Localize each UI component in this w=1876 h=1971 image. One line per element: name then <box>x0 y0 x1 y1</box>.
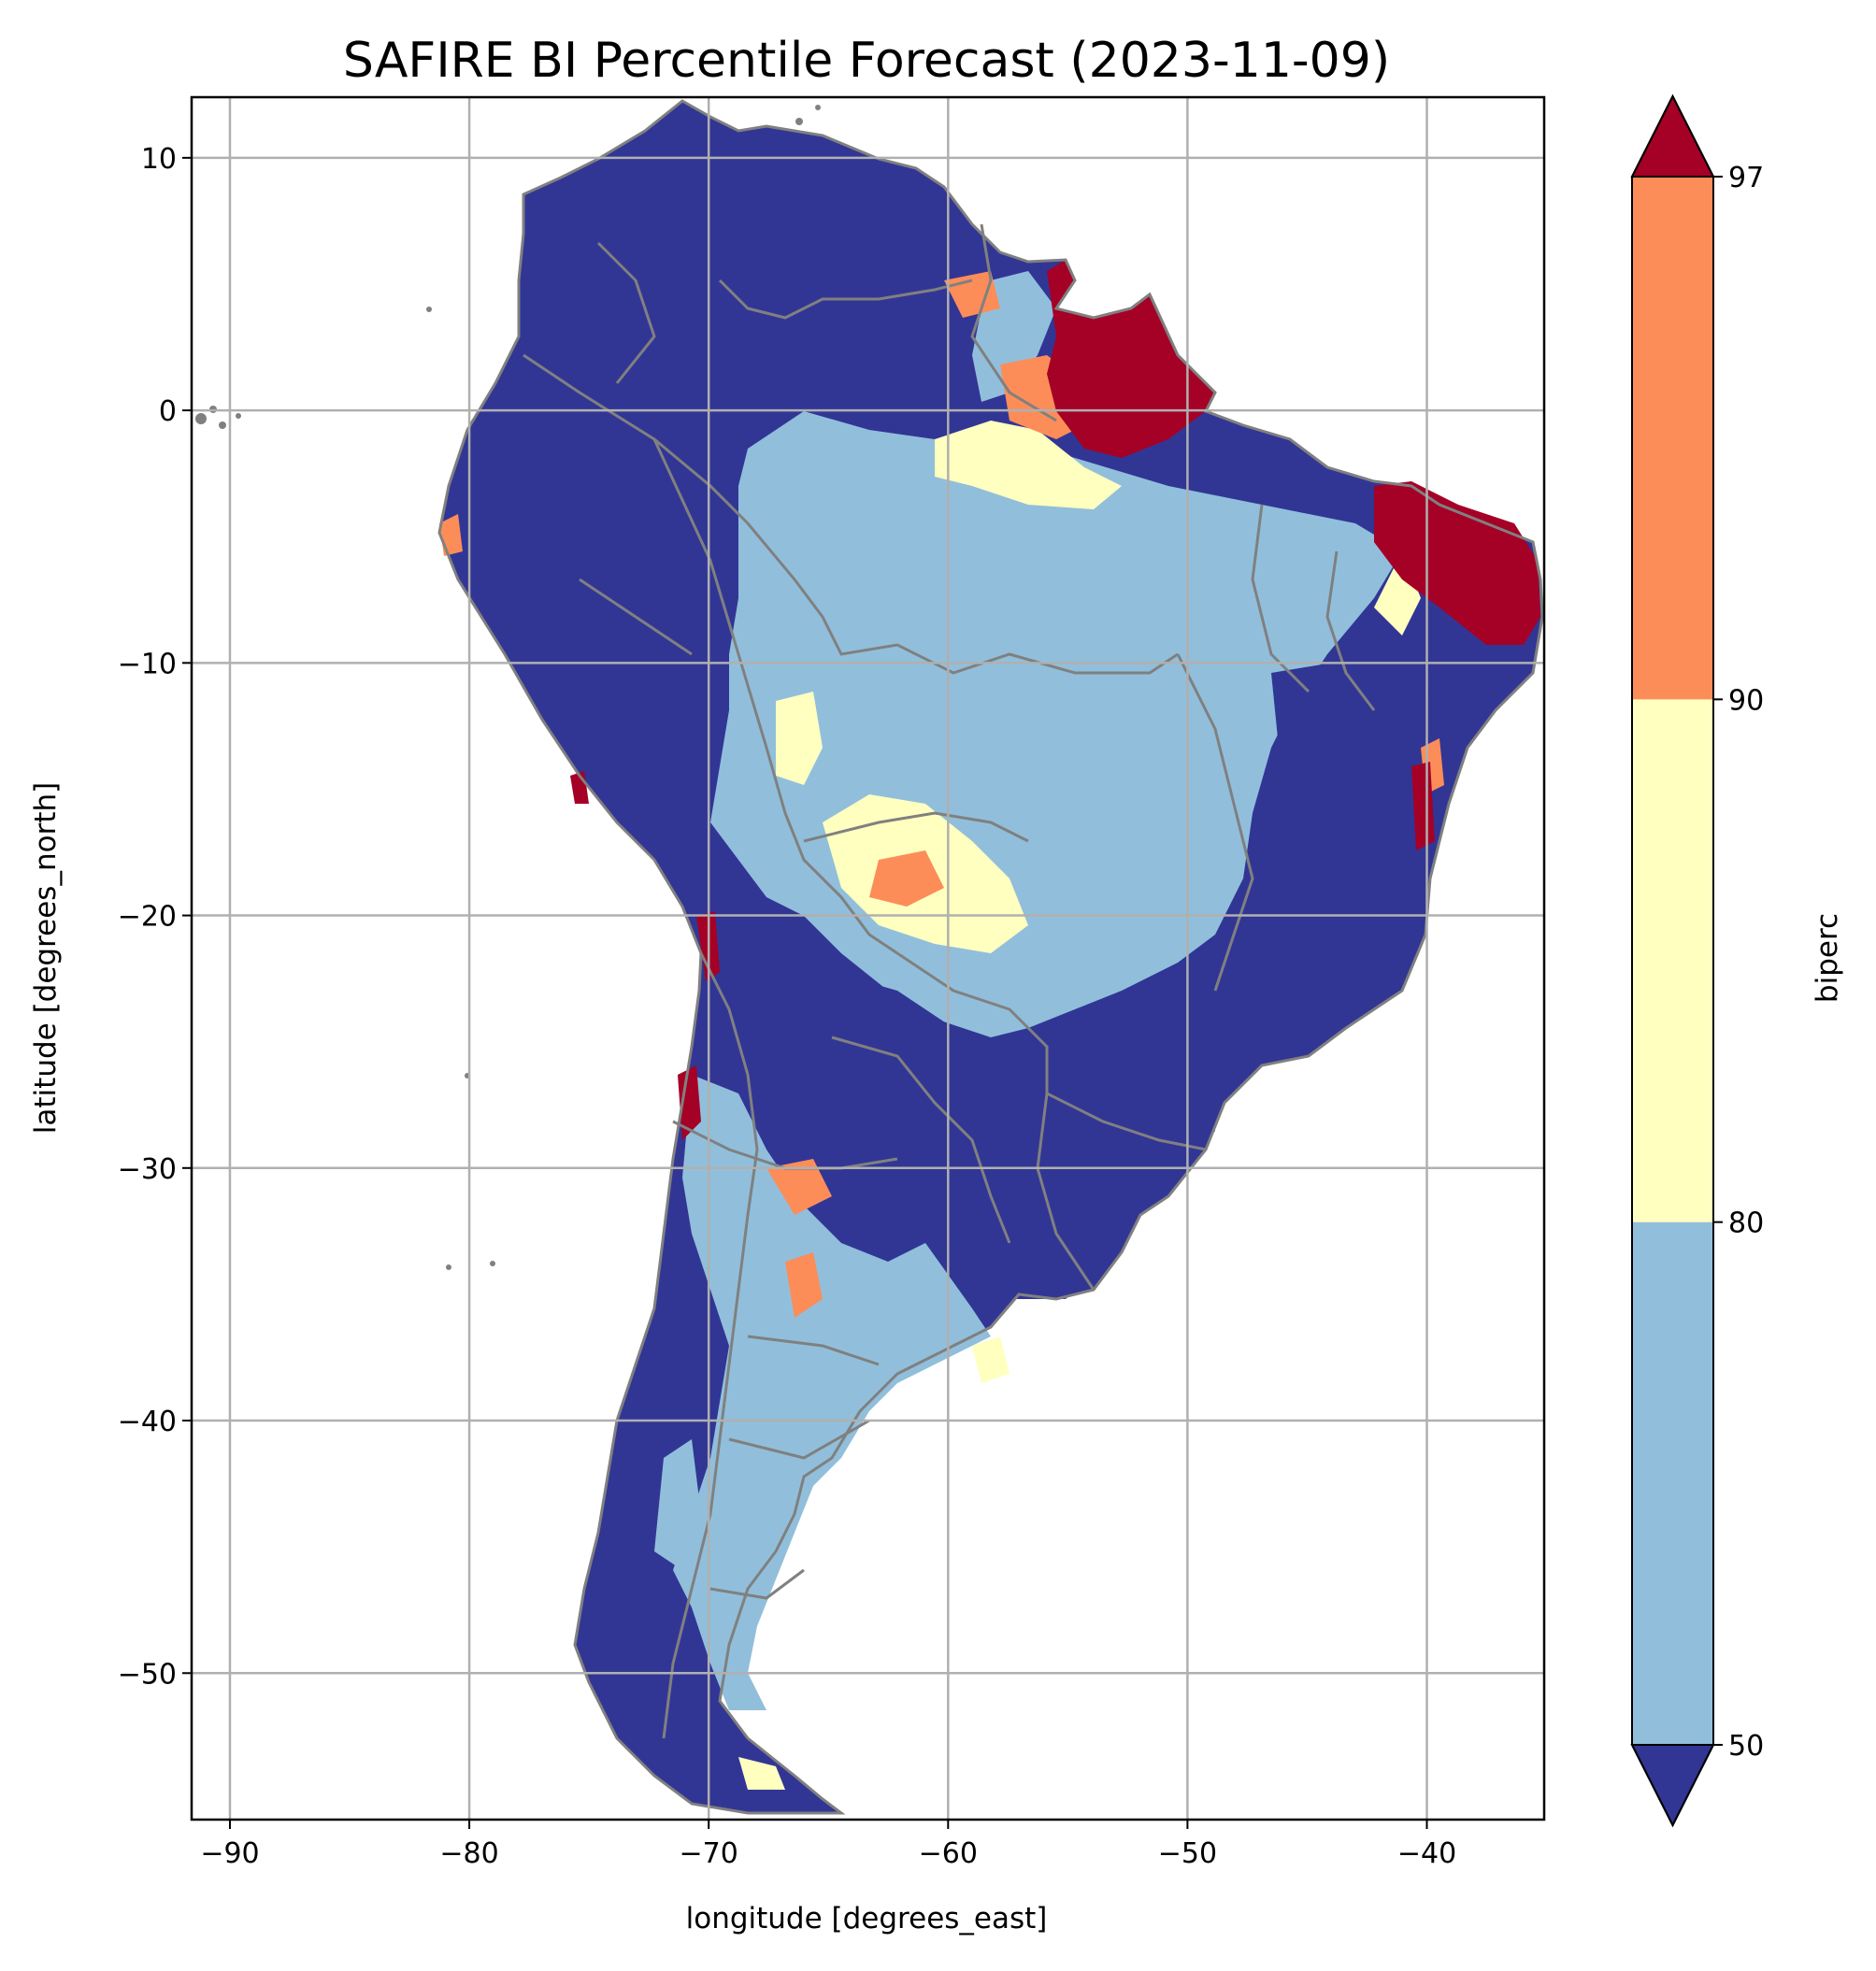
map-shape <box>195 413 207 424</box>
y-axis: 10 0 −10 −20 −30 −40 −50 <box>118 143 192 1691</box>
y-tick-label: −50 <box>118 1658 177 1691</box>
x-tick-label: −80 <box>439 1837 498 1870</box>
colorbar-segment <box>1632 1221 1713 1745</box>
colorbar-tick-label: 90 <box>1728 684 1764 717</box>
border-line <box>709 1568 805 1600</box>
border-lines <box>437 99 1544 1815</box>
region-90-97 <box>785 1252 823 1318</box>
map-shape <box>490 1261 495 1266</box>
y-tick-label: −30 <box>118 1153 177 1186</box>
region-50-80 <box>654 1439 701 1570</box>
x-tick-label: −70 <box>680 1837 738 1870</box>
region-below-50 <box>804 972 1215 1299</box>
region-80-90 <box>776 692 823 785</box>
map-layers <box>195 99 1544 1815</box>
region-90-97 <box>869 850 944 907</box>
region-50-80 <box>673 1075 991 1710</box>
x-axis-label: longitude [degrees_east] <box>686 1902 1048 1935</box>
region-80-90 <box>972 1336 1010 1383</box>
border-line <box>747 1335 880 1366</box>
region-90-97 <box>766 1159 832 1215</box>
region-80-90 <box>935 421 1122 509</box>
border-line <box>728 1419 870 1460</box>
border-line <box>662 952 759 1739</box>
map-shape <box>426 307 432 312</box>
region-above-97 <box>1047 260 1215 458</box>
border-line <box>1036 1093 1096 1291</box>
map-shape <box>815 105 821 110</box>
plot-area <box>190 95 1546 1821</box>
border-line <box>652 438 898 955</box>
border-line <box>523 353 1179 675</box>
x-tick-label: −60 <box>919 1837 978 1870</box>
x-tick-label: −90 <box>200 1837 259 1870</box>
border-line <box>1046 1092 1207 1151</box>
y-tick-label: −20 <box>118 901 177 934</box>
colorbar: 50 80 90 97 <box>1630 93 1764 1828</box>
y-tick-label: 0 <box>159 395 177 428</box>
border-line <box>579 578 693 656</box>
colorbar-segment <box>1632 699 1713 1222</box>
x-tick-label: −50 <box>1158 1837 1217 1870</box>
y-tick-label: −40 <box>118 1406 177 1438</box>
border-line <box>1325 550 1376 711</box>
border-line <box>896 951 1049 1093</box>
region-above-97 <box>1411 762 1435 850</box>
y-tick-label: 10 <box>141 143 177 176</box>
border-line <box>1251 504 1310 693</box>
chart-title: SAFIRE BI Percentile Forecast (2023-11-0… <box>343 33 1390 89</box>
region-below-50 <box>1271 664 1439 963</box>
grid-lines <box>192 97 1544 1820</box>
map-shape <box>219 421 226 429</box>
map-shape <box>795 118 803 125</box>
colorbar-label: biperc <box>1811 913 1844 1003</box>
y-axis-label: latitude [degrees_north] <box>29 782 63 1134</box>
border-line <box>803 811 1029 843</box>
border-line <box>1176 653 1254 992</box>
border-line <box>718 279 973 320</box>
region-above-97 <box>1374 481 1540 645</box>
x-axis: −90 −80 −70 −60 −50 −40 <box>200 1820 1456 1870</box>
border-line <box>437 99 1544 1815</box>
region-above-97 <box>678 1065 701 1140</box>
colorbar-segment <box>1632 177 1713 700</box>
map-shape <box>446 1264 451 1270</box>
y-tick-label: −10 <box>118 648 177 680</box>
map-shape <box>236 413 241 419</box>
border-line <box>970 223 1057 422</box>
border-line <box>596 241 656 384</box>
colorbar-tick-label: 80 <box>1728 1207 1764 1240</box>
colorbar-tick-label: 97 <box>1728 162 1764 194</box>
region-80-90 <box>738 1757 785 1790</box>
x-tick-label: −40 <box>1397 1837 1456 1870</box>
border-line <box>831 1035 1011 1244</box>
region-above-97 <box>570 771 589 804</box>
colorbar-tick-label: 50 <box>1728 1730 1764 1763</box>
